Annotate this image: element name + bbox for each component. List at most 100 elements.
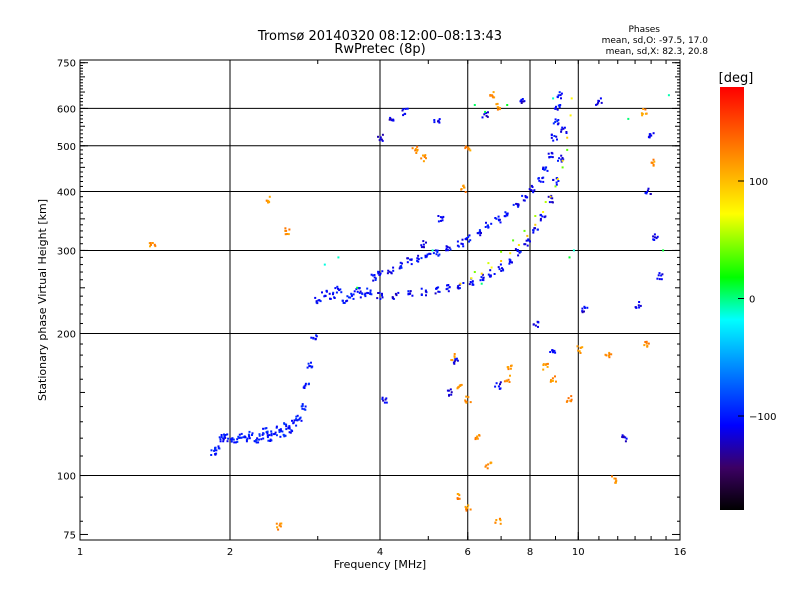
- data-point: [464, 505, 467, 508]
- data-point: [423, 156, 426, 158]
- data-point: [245, 439, 248, 441]
- data-point: [279, 435, 282, 438]
- data-point: [275, 426, 278, 429]
- data-point: [504, 215, 507, 218]
- data-point: [458, 287, 461, 290]
- data-point: [490, 266, 493, 269]
- data-point: [583, 305, 586, 308]
- data-point: [555, 183, 558, 186]
- data-point: [392, 269, 395, 272]
- data-point: [611, 475, 613, 478]
- data-point: [334, 287, 337, 290]
- data-point: [238, 436, 241, 439]
- data-point: [467, 236, 470, 238]
- data-point: [560, 154, 563, 157]
- data-point: [392, 118, 395, 121]
- data-point: [530, 189, 533, 192]
- data-point: [422, 243, 425, 246]
- data-point: [227, 437, 230, 440]
- data-point: [437, 215, 440, 217]
- data-point: [644, 108, 647, 111]
- data-point: [298, 417, 301, 420]
- data-point: [386, 272, 389, 275]
- data-point: [450, 391, 453, 394]
- data-point: [551, 201, 554, 204]
- data-point: [537, 321, 540, 324]
- data-point: [506, 366, 509, 369]
- data-point: [436, 251, 439, 253]
- data-point: [328, 292, 331, 295]
- data-point: [644, 341, 647, 343]
- data-point: [509, 252, 512, 255]
- data-point: [549, 351, 552, 353]
- data-point: [512, 239, 515, 242]
- data-point: [323, 295, 326, 298]
- data-point: [222, 440, 225, 443]
- data-point: [534, 324, 537, 327]
- data-point: [448, 394, 450, 397]
- data-point: [385, 397, 388, 400]
- y-tick-label: 300: [57, 246, 76, 257]
- data-point: [356, 290, 359, 293]
- data-point: [325, 290, 328, 292]
- data-point: [300, 419, 303, 422]
- data-point: [462, 245, 465, 248]
- stats-x-mode: mean, sd,X: 82.3, 20.8: [606, 47, 709, 57]
- data-point: [496, 108, 499, 111]
- data-point: [151, 242, 154, 244]
- data-point: [333, 297, 336, 299]
- data-point: [275, 434, 278, 437]
- data-point: [556, 108, 559, 111]
- data-point: [486, 467, 489, 470]
- data-point: [479, 279, 482, 282]
- data-point: [416, 259, 419, 262]
- data-point: [244, 436, 246, 439]
- data-point: [371, 274, 374, 277]
- data-point: [608, 354, 610, 357]
- data-point: [487, 262, 490, 265]
- data-point: [456, 240, 459, 243]
- data-point: [376, 297, 379, 300]
- data-point: [433, 119, 436, 121]
- data-point: [561, 166, 564, 169]
- data-point: [437, 290, 440, 293]
- data-point: [563, 126, 566, 129]
- data-point: [453, 356, 456, 359]
- data-point: [400, 266, 403, 269]
- data-point: [349, 296, 352, 299]
- data-point: [507, 368, 510, 371]
- data-point: [539, 180, 542, 183]
- data-point: [218, 447, 221, 450]
- data-point: [598, 100, 600, 103]
- data-point: [226, 433, 229, 436]
- data-point: [551, 377, 554, 380]
- data-point: [464, 147, 467, 150]
- data-point: [373, 274, 376, 276]
- data-point: [499, 221, 502, 224]
- data-point: [438, 121, 441, 124]
- data-point: [416, 257, 419, 260]
- data-point: [541, 177, 544, 180]
- data-point: [438, 290, 441, 293]
- data-point: [494, 521, 497, 524]
- data-point: [428, 252, 431, 255]
- data-point: [653, 239, 656, 241]
- data-point: [288, 427, 291, 430]
- data-point: [441, 219, 444, 222]
- data-point: [288, 431, 291, 434]
- data-point: [565, 132, 568, 134]
- data-point: [364, 295, 367, 298]
- data-point: [339, 288, 342, 291]
- data-point: [487, 226, 490, 229]
- data-point: [446, 287, 449, 290]
- data-point: [484, 112, 487, 114]
- data-point: [556, 138, 558, 141]
- data-point: [471, 282, 474, 285]
- data-point: [369, 291, 372, 294]
- data-point: [547, 195, 550, 198]
- data-point: [438, 118, 441, 121]
- data-point: [538, 179, 541, 182]
- x-tick-label: 8: [527, 547, 533, 558]
- data-point: [489, 94, 492, 96]
- data-point: [379, 136, 382, 139]
